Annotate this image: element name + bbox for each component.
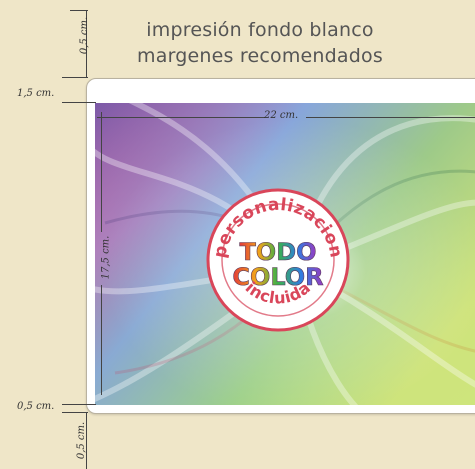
personalization-badge: personalizacion TODO COLOR incluida xyxy=(203,185,353,335)
bottom-left-margin-label: 0,5 cm. xyxy=(17,401,55,412)
height-label: 17,5 cm. xyxy=(100,235,112,280)
bottom-margin-vline xyxy=(86,412,87,469)
height-line-bottom xyxy=(101,285,102,395)
width-line-left xyxy=(97,117,265,118)
diagram-title-line2: margenes recomendados xyxy=(137,45,383,67)
top-margin-label: 0,5 cm. xyxy=(79,16,91,55)
top-margin-vline xyxy=(86,10,87,78)
top-margin-line-bottom xyxy=(62,77,88,78)
bottom-left-tick-top xyxy=(62,404,96,405)
badge-line2: COLOR xyxy=(232,263,323,291)
width-label: 22 cm. xyxy=(264,110,299,121)
left-margin-tick xyxy=(62,102,96,103)
top-margin-line-top xyxy=(70,10,88,11)
bottom-left-tick-bottom xyxy=(62,412,88,413)
bottom-margin-label: 0,5 cm. xyxy=(76,421,88,460)
badge-line1: TODO xyxy=(239,238,316,266)
diagram-title-line1: impresión fondo blanco xyxy=(146,19,374,41)
badge-inner-ring xyxy=(221,203,335,317)
width-line-right xyxy=(306,117,475,118)
badge-graphic: personalizacion TODO COLOR incluida xyxy=(206,188,350,332)
left-margin-label: 1,5 cm. xyxy=(17,88,55,99)
height-line-top xyxy=(101,112,102,232)
